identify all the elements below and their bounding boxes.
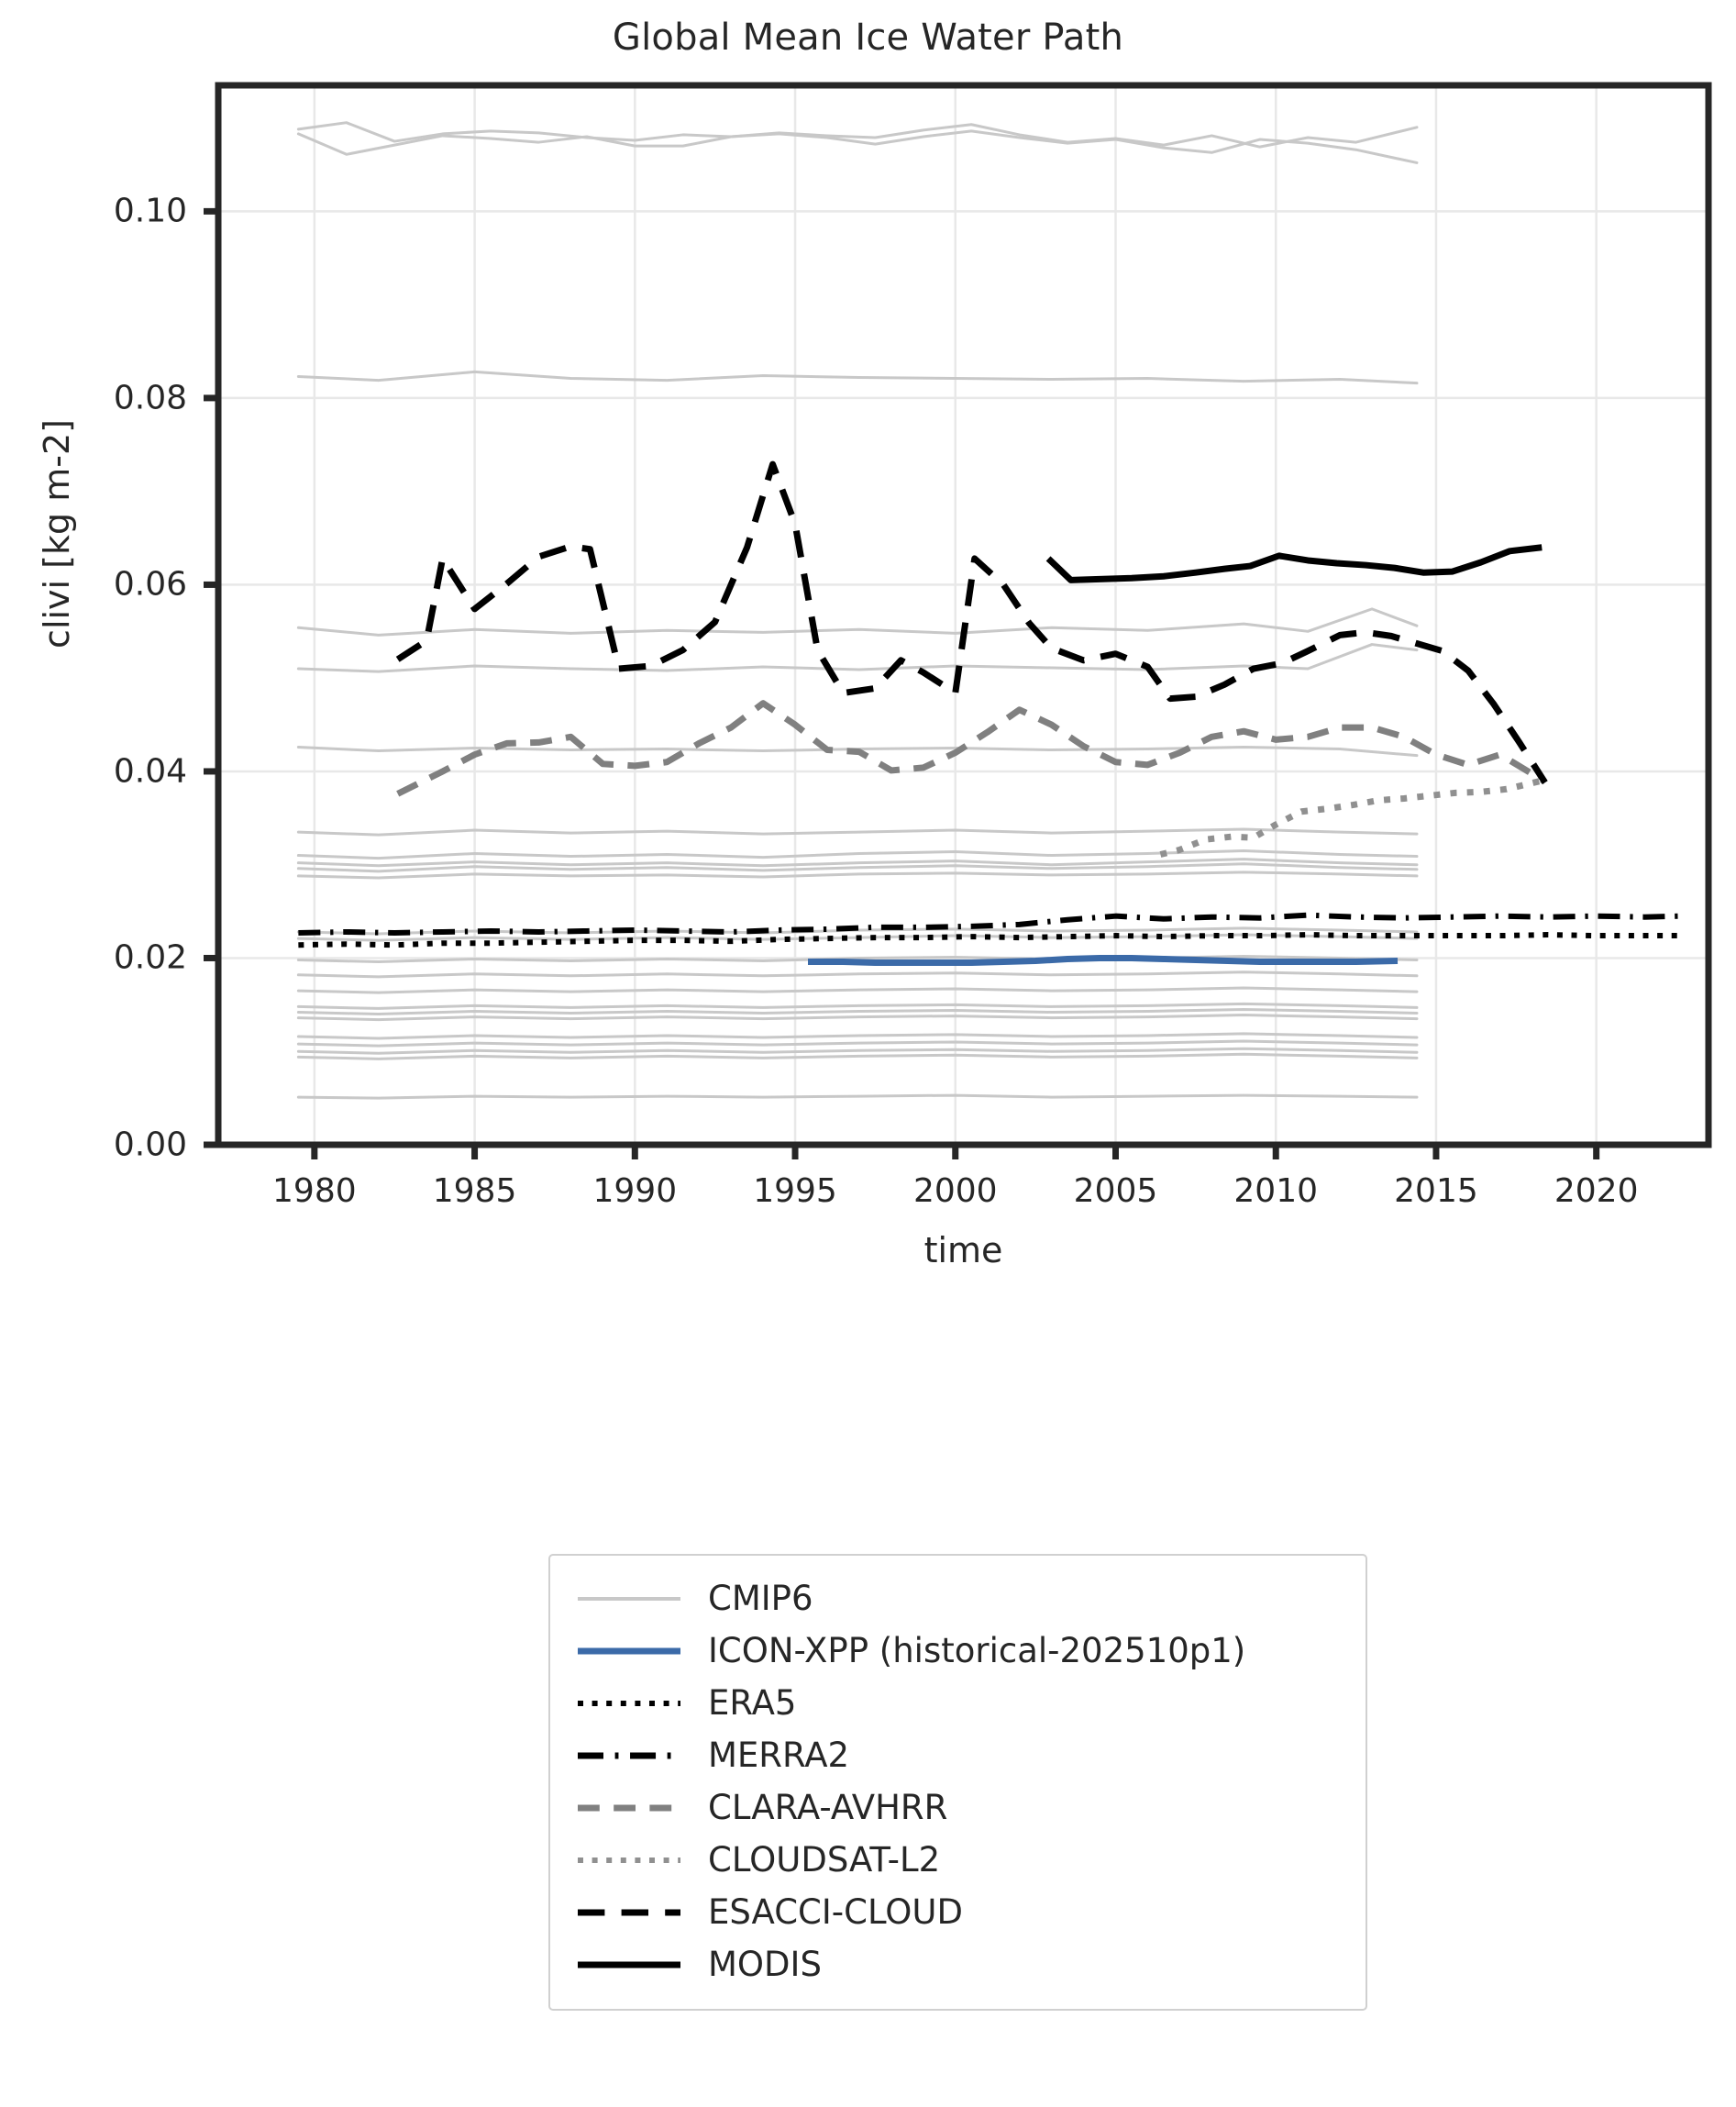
series-line-cmip6 bbox=[296, 970, 1419, 979]
chart-legend: CMIP6 ICON-XPP (historical-202510p1) ERA5 M… bbox=[548, 1554, 1367, 2011]
legend-line-swatch bbox=[574, 1892, 684, 1933]
series-line-cmip6 bbox=[296, 1032, 1419, 1040]
legend-label: ICON-XPP (historical-202510p1) bbox=[708, 1631, 1246, 1670]
series-line-cmip6 bbox=[296, 1039, 1419, 1048]
y-tick-label: 0.02 bbox=[113, 938, 187, 977]
x-tick-label: 2010 bbox=[1233, 1172, 1319, 1210]
series-line-cmip6 bbox=[296, 607, 1419, 637]
series-line-esacci-cloud bbox=[395, 460, 1548, 785]
y-tick-label: 0.06 bbox=[113, 565, 187, 604]
legend-label: ESACCI-CLOUD bbox=[708, 1892, 963, 1932]
legend-line-swatch bbox=[574, 1945, 684, 1985]
legend-label: MODIS bbox=[708, 1945, 822, 1984]
legend-line-swatch bbox=[574, 1788, 684, 1828]
series-line-cmip6 bbox=[296, 121, 1419, 149]
series-line-cmip6 bbox=[296, 858, 1419, 868]
legend-item[interactable]: MERRA2 bbox=[574, 1729, 1342, 1781]
legend-label: CLOUDSAT-L2 bbox=[708, 1840, 941, 1880]
series-line-cmip6 bbox=[296, 129, 1419, 164]
legend-item[interactable]: ERA5 bbox=[574, 1677, 1342, 1729]
series-line-cmip6 bbox=[296, 954, 1419, 964]
series-line-cmip6 bbox=[296, 1002, 1419, 1010]
y-tick-label: 0.10 bbox=[113, 192, 187, 230]
x-tick-label: 2005 bbox=[1073, 1172, 1158, 1210]
series-line-cmip6 bbox=[296, 827, 1419, 837]
y-axis-label: clivi [kg m-2] bbox=[37, 419, 77, 649]
series-line-cmip6 bbox=[296, 871, 1419, 880]
series-line-icon-xpp-historical-202510p1 bbox=[808, 954, 1399, 967]
series-line-cmip6 bbox=[296, 986, 1419, 994]
series-line-cmip6 bbox=[296, 862, 1419, 873]
y-tick-label: 0.08 bbox=[113, 379, 187, 417]
y-tick-label: 0.04 bbox=[113, 752, 187, 791]
legend-line-swatch bbox=[574, 1683, 684, 1724]
x-tick-label: 1990 bbox=[592, 1172, 678, 1210]
series-line-cloudsat-l2 bbox=[1159, 777, 1543, 858]
x-tick-label: 2015 bbox=[1394, 1172, 1478, 1210]
legend-item[interactable]: MODIS bbox=[574, 1938, 1342, 1991]
series-line-cmip6 bbox=[296, 1007, 1419, 1016]
x-tick-label: 1985 bbox=[432, 1172, 517, 1210]
legend-label: CLARA-AVHRR bbox=[708, 1788, 948, 1827]
grid-lines bbox=[218, 85, 1708, 1147]
legend-label: MERRA2 bbox=[708, 1736, 850, 1775]
axis-ticks bbox=[204, 207, 1600, 1159]
legend-line-swatch bbox=[574, 1579, 684, 1619]
series-line-cmip6 bbox=[296, 370, 1419, 385]
legend-line-swatch bbox=[574, 1736, 684, 1776]
legend-item[interactable]: CMIP6 bbox=[574, 1572, 1342, 1625]
x-tick-label: 2020 bbox=[1554, 1172, 1639, 1210]
legend-item[interactable]: CLOUDSAT-L2 bbox=[574, 1834, 1342, 1886]
series-line-cmip6 bbox=[296, 926, 1419, 936]
x-axis-label: time bbox=[923, 1230, 1003, 1270]
plot-area bbox=[204, 82, 1712, 1159]
legend-line-swatch bbox=[574, 1840, 684, 1880]
y-tick-label: 0.00 bbox=[113, 1126, 187, 1164]
legend-item[interactable]: ESACCI-CLOUD bbox=[574, 1886, 1342, 1938]
legend-item[interactable]: CLARA-AVHRR bbox=[574, 1781, 1342, 1834]
series-line-cmip6 bbox=[296, 643, 1419, 673]
chart-title: Global Mean Ice Water Path bbox=[612, 17, 1124, 59]
series-line-cmip6 bbox=[296, 1052, 1419, 1060]
legend-label: ERA5 bbox=[708, 1683, 797, 1723]
x-tick-label: 2000 bbox=[912, 1172, 998, 1210]
series-line-era5 bbox=[298, 932, 1680, 948]
plot-frame bbox=[215, 82, 1712, 1148]
legend-label: CMIP6 bbox=[708, 1579, 813, 1618]
legend-line-swatch bbox=[574, 1631, 684, 1671]
series-line-cmip6 bbox=[296, 1047, 1419, 1055]
series-line-modis bbox=[1045, 544, 1542, 583]
series-group bbox=[296, 121, 1680, 1100]
series-line-merra2 bbox=[298, 912, 1680, 936]
x-tick-label: 1980 bbox=[272, 1172, 357, 1210]
series-line-cmip6 bbox=[296, 1014, 1419, 1022]
legend-item[interactable]: ICON-XPP (historical-202510p1) bbox=[574, 1625, 1342, 1677]
series-line-clara-avhrr bbox=[396, 700, 1547, 797]
series-line-cmip6 bbox=[296, 848, 1419, 860]
series-line-cmip6 bbox=[296, 1093, 1419, 1100]
x-tick-label: 1995 bbox=[753, 1172, 837, 1210]
